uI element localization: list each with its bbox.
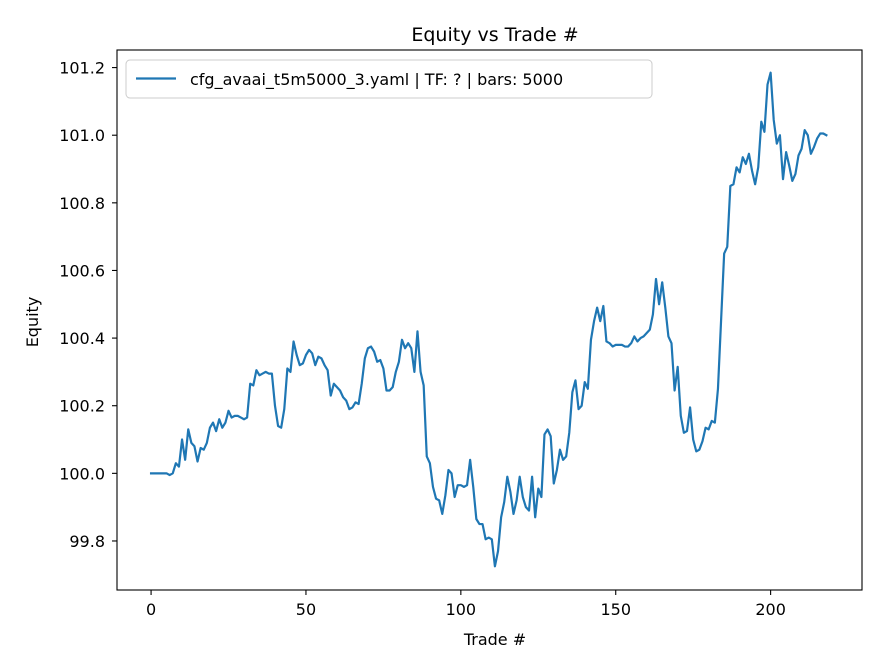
x-tick-label: 150 xyxy=(600,600,631,619)
plot-frame xyxy=(116,49,863,591)
y-axis-ticks: 99.8 100.0 100.2 100.4 100.6 100.8 101.0 101.2 xyxy=(59,59,117,551)
y-tick-label: 101.2 xyxy=(59,59,105,78)
plot-area xyxy=(117,50,862,590)
x-tick-label: 50 xyxy=(296,600,316,619)
legend: cfg_avaai_t5m5000_3.yaml | TF: ? | bars:… xyxy=(125,59,653,99)
x-tick-label: 200 xyxy=(755,600,786,619)
x-axis-label: Trade # xyxy=(463,630,526,649)
x-tick-label: 100 xyxy=(446,600,477,619)
y-tick-label: 99.8 xyxy=(69,532,105,551)
x-tick-label: 0 xyxy=(146,600,156,619)
y-tick-label: 100.8 xyxy=(59,194,105,213)
x-axis-ticks: 0 50 100 150 200 xyxy=(146,590,786,619)
legend-label: cfg_avaai_t5m5000_3.yaml | TF: ? | bars:… xyxy=(190,70,563,90)
y-tick-label: 100.6 xyxy=(59,261,105,280)
y-tick-label: 100.4 xyxy=(59,329,105,348)
series-layer xyxy=(149,71,828,568)
y-axis-label: Equity xyxy=(23,297,42,348)
legend-box xyxy=(125,59,653,99)
y-tick-label: 101.0 xyxy=(59,126,105,145)
equity-series-line xyxy=(149,71,828,568)
y-tick-label: 100.2 xyxy=(59,397,105,416)
y-tick-label: 100.0 xyxy=(59,464,105,483)
chart-title: Equity vs Trade # xyxy=(411,24,578,46)
